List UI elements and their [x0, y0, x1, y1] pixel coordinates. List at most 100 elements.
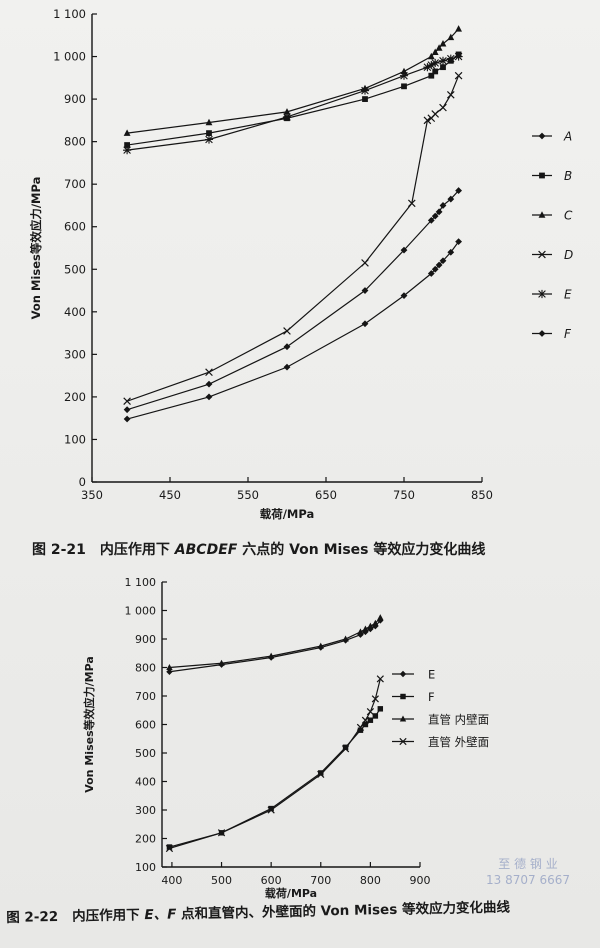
data-point — [267, 652, 275, 659]
data-point — [205, 380, 213, 388]
x-tick-label: 350 — [81, 488, 103, 502]
y-tick-label: 700 — [135, 690, 156, 703]
y-tick-label: 1 100 — [53, 7, 86, 21]
data-point — [283, 108, 291, 115]
y-axis-title: Von Mises等效应力/MPa — [29, 177, 43, 320]
data-point — [267, 806, 275, 814]
data-point — [166, 663, 173, 671]
x-tick-label: 500 — [211, 874, 232, 887]
data-point — [439, 202, 447, 209]
data-point — [318, 770, 324, 776]
y-tick-label: 500 — [64, 262, 86, 276]
legend-label: C — [564, 209, 573, 223]
data-point — [447, 33, 455, 41]
data-point — [431, 212, 439, 220]
legend-entry: A — [532, 130, 572, 144]
y-tick-label: 700 — [64, 177, 86, 191]
y-tick-label: 900 — [64, 92, 86, 106]
caption-suffix: 点和直管内、外壁面的 Von Mises 等效应力变化曲线 — [176, 899, 511, 923]
data-point — [455, 187, 462, 194]
series-line — [169, 708, 381, 848]
series-line — [126, 190, 460, 411]
legend-label: E — [564, 288, 572, 302]
data-point — [204, 135, 214, 144]
y-tick-label: 300 — [135, 804, 156, 817]
series-line — [169, 678, 381, 850]
x-tick-label: 800 — [360, 874, 381, 887]
chart-2-22: 100 200 300 400 500 600 700 800 900 1 000 1 100 400… — [82, 576, 489, 900]
data-point — [205, 393, 213, 401]
y-tick-label: 200 — [135, 833, 156, 846]
data-point — [427, 60, 436, 70]
x-tick-label: 750 — [393, 488, 415, 502]
data-point — [400, 292, 408, 300]
y-tick-label: 100 — [64, 432, 86, 446]
data-point — [455, 25, 462, 32]
chart-2-21: 0 100 200 300 400 500 600 700 800 900 1 000 1 100 35… — [29, 7, 573, 521]
legend-marker — [538, 211, 546, 218]
data-point — [431, 110, 440, 118]
data-point — [371, 695, 379, 703]
series-line — [127, 55, 459, 151]
data-point — [205, 118, 213, 126]
legend-marker — [399, 715, 407, 722]
data-point — [440, 64, 446, 71]
y-tick-label: 800 — [135, 662, 156, 675]
data-point — [362, 625, 369, 632]
legend-marker — [539, 172, 545, 179]
legend-label: A — [563, 130, 572, 144]
data-point — [362, 96, 368, 102]
x-tick-label: 700 — [310, 874, 331, 887]
data-point — [283, 363, 291, 371]
caption-prefix: 内压作用下 — [99, 542, 175, 558]
data-point — [423, 63, 432, 72]
data-point — [356, 723, 365, 731]
data-point — [367, 717, 374, 723]
x-tick-label: 550 — [237, 488, 259, 502]
data-point — [400, 246, 408, 254]
series-5 — [123, 52, 463, 155]
data-point — [268, 805, 274, 812]
figure-number: 图 2-22 — [6, 908, 59, 926]
data-point — [431, 58, 440, 68]
data-point — [361, 287, 369, 294]
data-point — [206, 130, 212, 137]
data-point — [423, 116, 432, 125]
data-point — [399, 71, 409, 80]
legend-marker — [537, 289, 547, 299]
data-point — [360, 86, 370, 95]
data-point — [205, 368, 213, 377]
legend-entry: B — [532, 169, 572, 183]
data-point — [218, 659, 225, 666]
data-point — [342, 744, 349, 751]
series-2 — [166, 706, 384, 850]
data-point — [123, 397, 131, 405]
data-point — [282, 112, 292, 122]
legend-label: E — [428, 668, 435, 682]
series-4 — [165, 675, 384, 853]
legend-entry: 直管 内壁面 — [392, 713, 489, 727]
x-tick-label: 850 — [471, 488, 493, 502]
data-point — [407, 199, 416, 208]
watermark: 至 德 钢 业 13 8707 6667 — [486, 856, 570, 888]
data-point — [283, 327, 291, 335]
legend-marker — [538, 330, 546, 337]
data-point — [400, 67, 408, 75]
data-point — [377, 706, 384, 712]
y-tick-label: 200 — [64, 390, 86, 404]
data-point — [317, 770, 325, 778]
legend-entry: D — [532, 248, 573, 262]
y-tick-label: 1 100 — [125, 576, 157, 589]
data-point — [427, 52, 435, 60]
caption-italic: ABCDEF — [174, 542, 238, 558]
figure-number: 图 2-21 — [32, 542, 86, 558]
data-point — [432, 68, 439, 75]
y-axis-title: Von Mises等效应力/MPa — [82, 656, 96, 793]
data-point — [439, 257, 447, 265]
legend-entry: 直管 外壁面 — [392, 735, 489, 749]
legend-entry: F — [532, 327, 572, 341]
x-tick-label: 450 — [159, 488, 181, 502]
data-point — [431, 48, 439, 56]
caption-suffix: 六点的 Von Mises 等效应力变化曲线 — [237, 542, 486, 558]
data-point — [447, 195, 455, 203]
